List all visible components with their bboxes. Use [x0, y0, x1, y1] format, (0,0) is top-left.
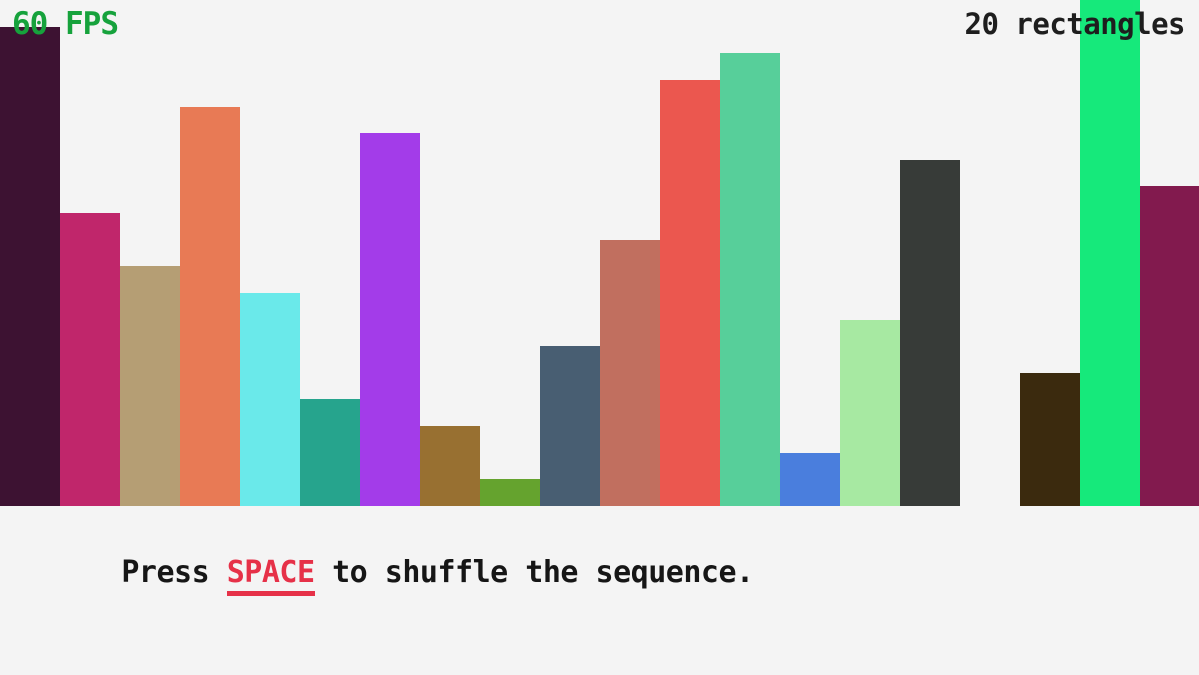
bar-9 — [480, 479, 540, 506]
instruction-add: Press UP to add a rectangle and generate… — [16, 638, 1193, 675]
bar-20 — [1140, 186, 1199, 506]
bar-5 — [240, 293, 300, 506]
instruction-suffix: to shuffle the sequence. — [314, 555, 754, 590]
bar-7 — [360, 133, 420, 506]
key-space: SPACE — [226, 555, 315, 596]
bar-6 — [300, 399, 360, 506]
bar-19 — [1080, 0, 1140, 506]
key-up: UP — [226, 671, 262, 675]
bar-4 — [180, 107, 240, 506]
bar-15 — [840, 320, 900, 506]
instructions: Press SPACE to shuffle the sequence. Pre… — [16, 522, 1193, 675]
bar-8 — [420, 426, 480, 506]
bar-12 — [660, 80, 720, 506]
instruction-prefix: Press — [121, 671, 226, 675]
instruction-shuffle: Press SPACE to shuffle the sequence. — [16, 522, 1193, 624]
bar-16 — [900, 160, 960, 506]
bar-1 — [0, 27, 60, 506]
rectangle-count: 20 rectangles — [964, 7, 1186, 41]
bars — [0, 0, 1199, 506]
bar-2 — [60, 213, 120, 506]
bar-11 — [600, 240, 660, 506]
bar-14 — [780, 453, 840, 506]
instruction-suffix: to add a rectangle and generate a new se… — [262, 671, 1105, 675]
bar-13 — [720, 53, 780, 506]
bar-10 — [540, 346, 600, 506]
instruction-prefix: Press — [121, 555, 227, 590]
fps-counter: 60 FPS — [12, 6, 119, 42]
bar-3 — [120, 266, 180, 506]
bar-18 — [1020, 373, 1080, 506]
